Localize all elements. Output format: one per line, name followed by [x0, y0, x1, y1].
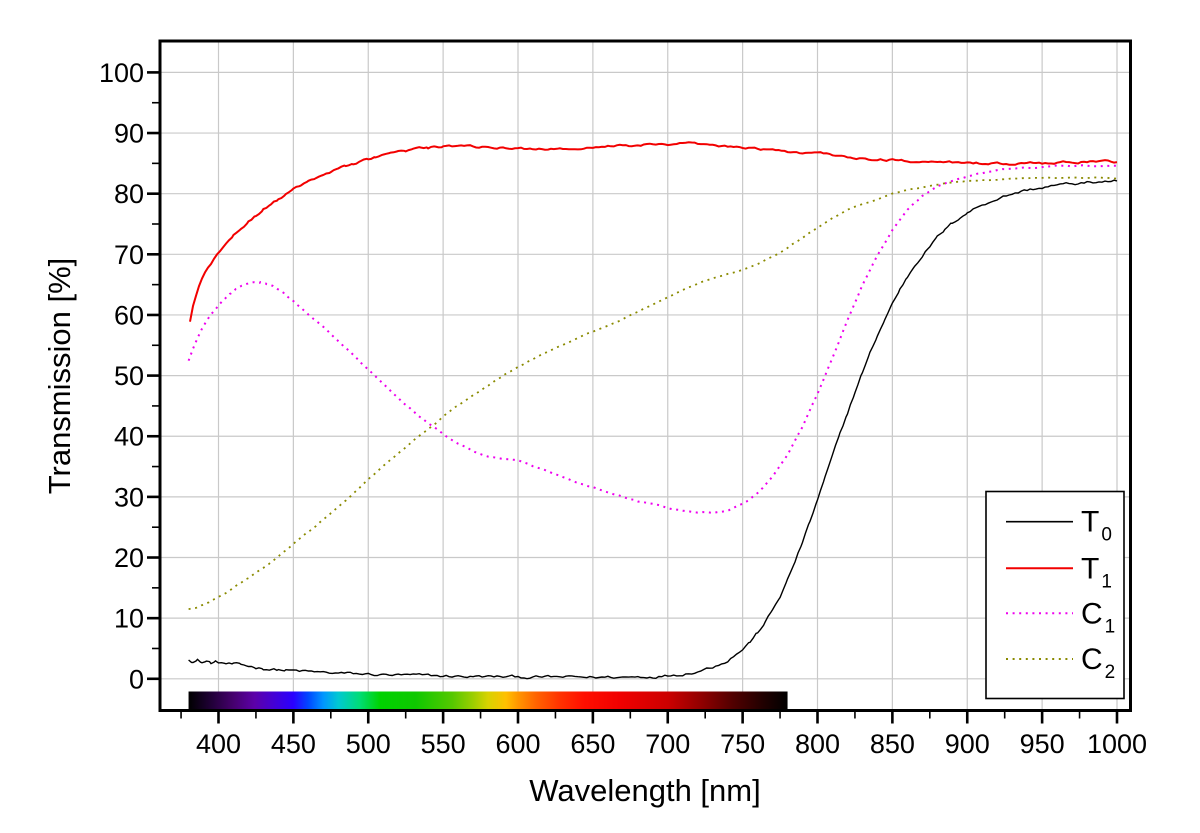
legend-box	[985, 490, 1125, 700]
y-tick-label: 0	[129, 664, 144, 694]
x-tick-label: 700	[645, 729, 690, 759]
y-tick-label: 80	[114, 179, 144, 209]
series-T0	[188, 179, 1118, 680]
series-T1	[189, 141, 1118, 322]
y-tick-label: 40	[114, 422, 144, 452]
x-tick-label: 1000	[1087, 729, 1147, 759]
x-tick-label: 500	[346, 729, 391, 759]
x-tick-label: 950	[1020, 729, 1065, 759]
x-tick-label: 450	[271, 729, 316, 759]
y-axis-title: Transmission [%]	[42, 258, 77, 495]
x-tick-label: 650	[570, 729, 615, 759]
x-tick-label: 550	[421, 729, 466, 759]
y-tick-label: 90	[114, 119, 144, 149]
visible-spectrum-bar-layer	[188, 691, 788, 711]
y-tick-label: 30	[114, 482, 144, 512]
x-axis-title: Wavelength [nm]	[529, 773, 760, 808]
series-C1	[187, 164, 1118, 515]
plot-frame	[158, 39, 1132, 712]
x-tick-label: 850	[870, 729, 915, 759]
x-tick-label: 750	[720, 729, 765, 759]
x-tick-label: 800	[795, 729, 840, 759]
x-tick-label: 400	[196, 729, 241, 759]
x-tick-label: 900	[945, 729, 990, 759]
legend: T 0 T 1 C 1 C 2	[985, 490, 1125, 700]
y-tick-label: 100	[99, 58, 144, 88]
data-series-layer	[187, 141, 1118, 680]
y-tick-label: 50	[114, 361, 144, 391]
y-tick-label: 10	[114, 604, 144, 634]
visible-spectrum-bar	[188, 691, 788, 711]
gridlines	[160, 41, 1131, 711]
tick-labels: 0 10 20 30 40 50 60 70 80 90 100 400 450 500 550 600 650…	[99, 58, 1147, 759]
x-tick-label: 600	[495, 729, 540, 759]
series-C2	[188, 176, 1117, 610]
y-tick-label: 20	[114, 543, 144, 573]
axes-and-ticks	[147, 39, 1132, 724]
y-tick-label: 70	[114, 240, 144, 270]
y-tick-label: 60	[114, 300, 144, 330]
